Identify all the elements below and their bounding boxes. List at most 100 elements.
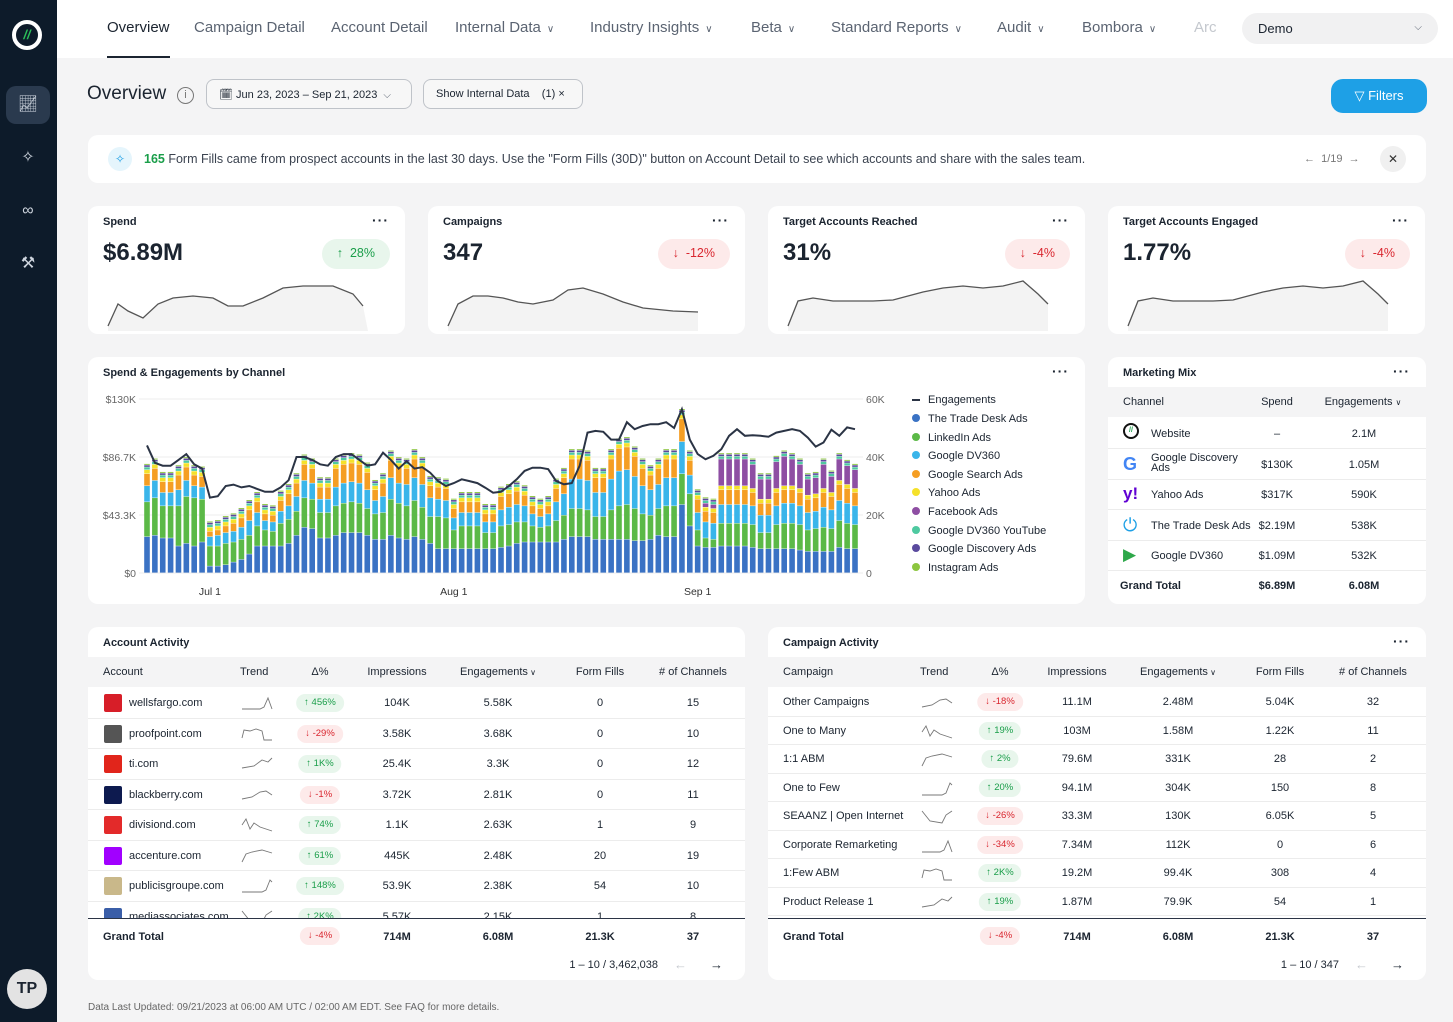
more-options-icon[interactable]: ···: [712, 212, 729, 228]
legend-item-linkedin-ads[interactable]: LinkedIn Ads: [912, 432, 991, 444]
table-row[interactable]: mediassociates.com ↑ 2K% 5.57K 2.15K 1 8: [88, 902, 745, 919]
info-icon[interactable]: i: [177, 87, 194, 104]
table-row[interactable]: Other Campaigns ↓ -18% 11.1M 2.48M 5.04K 32: [768, 688, 1426, 717]
table-row[interactable]: accenture.com ↑ 61% 445K 2.48K 20 19: [88, 841, 745, 871]
table-row[interactable]: Corporate Remarketing ↓ -34% 7.34M 112K 0 6: [768, 831, 1426, 859]
account-name[interactable]: accenture.com: [129, 849, 202, 862]
table-row[interactable]: blackberry.com ↓ -1% 3.72K 2.81K 0 11: [88, 780, 745, 810]
table-row[interactable]: 1:1 ABM ↑ 2% 79.6M 331K 28 2: [768, 745, 1426, 774]
next-arrow-icon[interactable]: →: [1348, 153, 1360, 165]
legend-item-facebook-ads[interactable]: Facebook Ads: [912, 506, 998, 518]
more-options-icon[interactable]: ···: [1393, 363, 1410, 379]
next-page-arrow-icon[interactable]: →: [1391, 957, 1404, 972]
marketing-mix-row[interactable]: y! Yahoo Ads $317K 590K: [1108, 480, 1426, 510]
next-page-arrow-icon[interactable]: →: [710, 957, 723, 972]
date-range-picker[interactable]: 🗓︎ Jun 23, 2023 – Sep 21, 2023 ⌵: [206, 79, 412, 109]
marketing-mix-row[interactable]: ▶ Google DV360 $1.09M 532K: [1108, 541, 1426, 571]
legend-item-google-dv360-youtube[interactable]: Google DV360 YouTube: [912, 525, 1046, 537]
table-row[interactable]: wellsfargo.com ↑ 456% 104K 5.58K 0 15: [88, 688, 745, 719]
tools-icon[interactable]: ⚒: [20, 255, 36, 272]
analytics-icon[interactable]: 📈︎: [6, 86, 50, 124]
campaign-name[interactable]: One to Few: [783, 781, 840, 794]
table-row[interactable]: publicisgroupe.com ↑ 148% 53.9K 2.38K 54 10: [88, 871, 745, 902]
column-header-campaign[interactable]: Campaign: [783, 666, 833, 678]
nav-tab-audit[interactable]: Audit ∨: [997, 19, 1045, 36]
nav-tab-internal-data[interactable]: Internal Data ∨: [455, 19, 554, 36]
nav-tab-industry-insights[interactable]: Industry Insights ∨: [590, 19, 713, 36]
legend-item-instagram-ads[interactable]: Instagram Ads: [912, 562, 998, 574]
prev-page-arrow-icon[interactable]: ←: [674, 957, 687, 972]
column-header-engagements[interactable]: Engagements ∨: [1140, 666, 1216, 678]
account-name[interactable]: divisiond.com: [129, 819, 196, 831]
column-header-engagements[interactable]: Engagements ∨: [460, 666, 536, 678]
account-name[interactable]: mediassociates.com: [129, 910, 229, 919]
more-options-icon[interactable]: ···: [1052, 363, 1069, 379]
table-row[interactable]: ti.com ↑ 1K% 25.4K 3.3K 0 12: [88, 749, 745, 780]
nav-tab-campaign-detail[interactable]: Campaign Detail: [194, 19, 305, 36]
campaign-name[interactable]: SEAANZ | Open Internet: [783, 810, 904, 822]
nav-tab-account-detail[interactable]: Account Detail: [331, 19, 428, 36]
marketing-mix-row[interactable]: ⏻ The Trade Desk Ads $2.19M 538K: [1108, 511, 1426, 541]
column-header-account[interactable]: Account: [103, 666, 143, 678]
campaign-name[interactable]: 1:1 ABM: [783, 753, 825, 765]
close-banner-button[interactable]: ✕: [1380, 146, 1406, 172]
account-name[interactable]: publicisgroupe.com: [129, 880, 224, 892]
prev-page-arrow-icon[interactable]: ←: [1355, 957, 1368, 972]
column-header-form-fills[interactable]: Form Fills: [1256, 666, 1304, 678]
account-name[interactable]: proofpoint.com: [129, 727, 202, 740]
marketing-mix-row[interactable]: G Google Discovery Ads $130K 1.05M: [1108, 450, 1426, 480]
nav-tab-standard-reports[interactable]: Standard Reports ∨: [831, 19, 962, 36]
campaign-name[interactable]: Product Release 1: [783, 895, 874, 908]
column-header-impressions[interactable]: Impressions: [367, 666, 426, 678]
table-row[interactable]: One to Many ↑ 19% 103M 1.58M 1.22K 11: [768, 717, 1426, 745]
campaign-name[interactable]: One to Many: [783, 724, 846, 737]
campaign-name[interactable]: 1:Few ABM: [783, 867, 840, 879]
more-options-icon[interactable]: ···: [1393, 633, 1410, 649]
table-row[interactable]: One to Few ↑ 20% 94.1M 304K 150 8: [768, 774, 1426, 802]
column-header-channel[interactable]: Channel: [1123, 396, 1164, 408]
nav-tab-arc[interactable]: Arc: [1194, 19, 1217, 36]
prev-arrow-icon[interactable]: ←: [1304, 153, 1315, 165]
column-header-engagements[interactable]: Engagements ∨: [1325, 396, 1402, 408]
legend-item-google-discovery-ads[interactable]: Google Discovery Ads: [912, 543, 1036, 555]
campaign-name[interactable]: Corporate Remarketing: [783, 838, 898, 851]
table-row[interactable]: proofpoint.com ↓ -29% 3.58K 3.68K 0 10: [88, 719, 745, 749]
nav-tab-bombora[interactable]: Bombora ∨: [1082, 19, 1156, 36]
campaign-name[interactable]: Other Campaigns: [783, 696, 870, 708]
account-name[interactable]: blackberry.com: [129, 788, 203, 801]
sparkles-icon[interactable]: ✧: [21, 149, 35, 166]
marketing-mix-row[interactable]: // Website – 2.1M: [1108, 419, 1426, 449]
workspace-select[interactable]: Demo ⌵: [1242, 13, 1438, 44]
more-options-icon[interactable]: ···: [372, 212, 389, 228]
table-row[interactable]: SEAANZ | Open Internet ↓ -26% 33.3M 130K 6.0…: [768, 802, 1426, 831]
column-header-impressions[interactable]: Impressions: [1047, 666, 1106, 678]
remove-filter-icon[interactable]: ×: [558, 88, 565, 100]
internal-data-filter-chip[interactable]: Show Internal Data (1) ×: [423, 79, 583, 109]
app-logo[interactable]: //: [12, 20, 42, 50]
legend-item-google-search-ads[interactable]: Google Search Ads: [912, 469, 1023, 481]
legend-item-the-trade-desk-ads[interactable]: The Trade Desk Ads: [912, 413, 1028, 425]
column-header-form-fills[interactable]: Form Fills: [576, 666, 624, 678]
legend-item-yahoo-ads[interactable]: Yahoo Ads: [912, 487, 980, 499]
column-header--of-channels[interactable]: # of Channels: [1339, 666, 1407, 678]
column-header--[interactable]: Δ%: [991, 666, 1008, 678]
link-icon[interactable]: ∞: [22, 202, 34, 219]
column-header-trend[interactable]: Trend: [240, 666, 268, 678]
legend-item-google-dv360[interactable]: Google DV360: [912, 450, 1000, 462]
column-header--of-channels[interactable]: # of Channels: [659, 666, 727, 678]
nav-tab-overview[interactable]: Overview: [107, 19, 170, 36]
user-avatar[interactable]: TP: [7, 969, 47, 1009]
legend-item-engagements[interactable]: Engagements: [912, 394, 996, 406]
account-name[interactable]: ti.com: [129, 758, 159, 770]
column-header-trend[interactable]: Trend: [920, 666, 948, 678]
filters-button[interactable]: ▽ Filters: [1331, 79, 1427, 113]
table-row[interactable]: Product Release 1 ↑ 19% 1.87M 79.9K 54 1: [768, 888, 1426, 916]
table-row[interactable]: divisiond.com ↑ 74% 1.1K 2.63K 1 9: [88, 810, 745, 841]
account-name[interactable]: wellsfargo.com: [129, 697, 203, 709]
more-options-icon[interactable]: ···: [1052, 212, 1069, 228]
column-header-spend[interactable]: Spend: [1261, 396, 1293, 408]
column-header--[interactable]: Δ%: [311, 666, 328, 678]
more-options-icon[interactable]: ···: [1392, 212, 1409, 228]
table-row[interactable]: 1:Few ABM ↑ 2K% 19.2M 99.4K 308 4: [768, 859, 1426, 888]
nav-tab-beta[interactable]: Beta ∨: [751, 19, 795, 36]
